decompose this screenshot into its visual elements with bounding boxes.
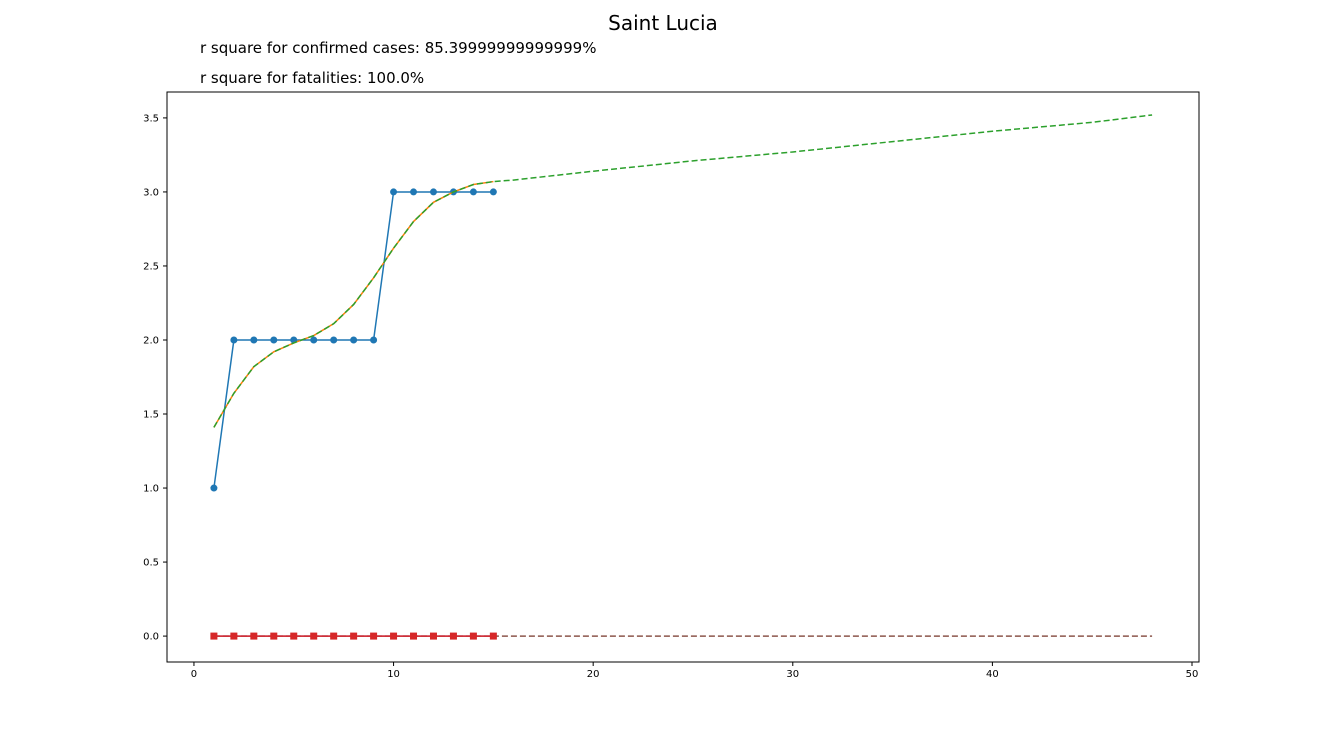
data-point-fatalities <box>410 632 418 640</box>
data-point-confirmed <box>270 336 278 344</box>
data-point-confirmed <box>250 336 258 344</box>
data-point-fatalities <box>469 632 477 640</box>
y-tick-label: 2.5 <box>143 261 159 272</box>
x-tick-label: 50 <box>1186 669 1199 680</box>
data-point-fatalities <box>489 632 497 640</box>
x-tick-label: 20 <box>587 669 600 680</box>
data-point-fatalities <box>210 632 218 640</box>
data-point-confirmed <box>489 188 497 196</box>
data-point-confirmed <box>230 336 238 344</box>
data-point-confirmed <box>310 336 318 344</box>
y-tick-label: 1.5 <box>143 410 159 421</box>
data-point-fatalities <box>449 632 457 640</box>
data-point-fatalities <box>230 632 238 640</box>
data-point-confirmed <box>429 188 437 196</box>
plot-area <box>210 114 1153 640</box>
data-point-confirmed <box>390 188 398 196</box>
annotation-r-square-fatalities: r square for fatalities: 100.0% <box>200 69 424 87</box>
data-point-confirmed <box>410 188 418 196</box>
data-point-fatalities <box>429 632 437 640</box>
data-point-fatalities <box>370 632 378 640</box>
y-tick-label: 0.5 <box>143 558 159 569</box>
data-point-fatalities <box>310 632 318 640</box>
data-point-fatalities <box>330 632 338 640</box>
data-point-confirmed <box>370 336 378 344</box>
y-tick-label: 0.0 <box>143 632 159 643</box>
chart-title: Saint Lucia <box>608 11 718 35</box>
x-axis: 0 10 20 30 40 50 <box>191 662 1199 680</box>
data-point-fatalities <box>350 632 358 640</box>
y-tick-label: 3.5 <box>143 113 159 124</box>
data-point-fatalities <box>250 632 258 640</box>
y-axis: 0.0 0.5 1.0 1.5 2.0 2.5 3.0 3.5 <box>143 113 167 643</box>
series-line-forecast <box>213 114 1153 428</box>
plot-frame <box>166 91 1200 663</box>
annotation-r-square-confirmed: r square for confirmed cases: 85.3999999… <box>200 39 596 57</box>
x-tick-label: 30 <box>786 669 799 680</box>
y-tick-label: 3.0 <box>143 187 159 198</box>
x-tick-label: 10 <box>387 669 400 680</box>
data-point-fatalities <box>290 632 298 640</box>
y-tick-label: 2.0 <box>143 335 159 346</box>
data-point-fatalities <box>270 632 278 640</box>
data-point-fatalities <box>390 632 398 640</box>
data-point-confirmed <box>210 484 218 492</box>
data-point-confirmed <box>350 336 358 344</box>
x-tick-label: 40 <box>986 669 999 680</box>
x-tick-label: 0 <box>191 669 197 680</box>
data-point-confirmed <box>469 188 477 196</box>
data-point-confirmed <box>330 336 338 344</box>
y-tick-label: 1.0 <box>143 484 159 495</box>
